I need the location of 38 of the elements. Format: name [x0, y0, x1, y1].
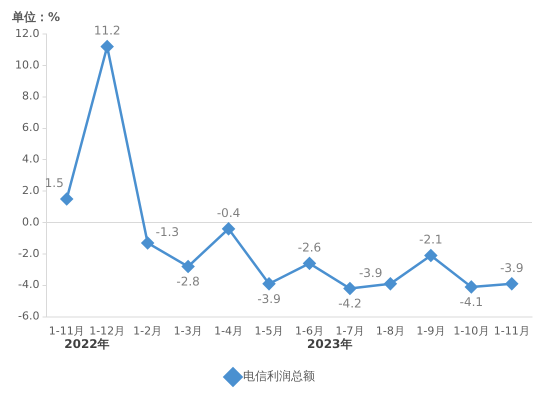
- text: 2022年: [64, 336, 110, 351]
- data-label: -3.9: [500, 260, 524, 275]
- y-tick-label: -2.0: [18, 246, 40, 260]
- y-tick-label: 2.0: [22, 184, 40, 197]
- x-tick-label: 1-12月: [89, 324, 126, 338]
- y-tick-label: 12.0: [14, 26, 40, 40]
- x-tick-label: 1-6月: [294, 324, 324, 338]
- x-tick-label: 1-3月: [174, 324, 203, 338]
- data-label: 11.2: [94, 24, 121, 38]
- y-tick-label: 8.0: [22, 90, 40, 103]
- y-tick-label: 6.0: [22, 121, 40, 134]
- x-tick-label: 1-10月: [453, 324, 490, 338]
- data-label: -3.9: [257, 292, 281, 306]
- data-label: -4.2: [338, 296, 362, 311]
- data-label: -3.9: [358, 266, 382, 280]
- data-label: -1.3: [156, 225, 180, 240]
- x-tick-label: 1-7月: [335, 324, 364, 338]
- y-tick-label: 10.0: [14, 58, 40, 72]
- legend-label: 电信利润总额: [243, 369, 315, 384]
- y-tick-label: 0.0: [22, 215, 40, 228]
- y-tick-label: -4.0: [18, 278, 40, 292]
- y-axis-title: 单位：%: [11, 10, 60, 24]
- y-tick-label: -6.0: [18, 310, 40, 323]
- y-tick-label: 4.0: [22, 152, 40, 166]
- data-label: -2.8: [176, 274, 200, 289]
- data-label: -0.4: [216, 206, 240, 220]
- data-label: 1.5: [44, 176, 64, 190]
- data-label: -4.1: [460, 295, 484, 310]
- x-tick-label: 1-5月: [254, 324, 284, 338]
- data-label: -2.6: [298, 240, 322, 255]
- x-tick-label: 1-8月: [376, 324, 405, 338]
- text: 2023年: [307, 336, 352, 351]
- data-label: -2.1: [419, 232, 443, 247]
- x-tick-label: 1-11月: [494, 324, 530, 338]
- x-tick-label: 1-4月: [214, 324, 244, 338]
- x-tick-label: 1-2月: [133, 324, 162, 338]
- x-tick-label: 1-9月: [416, 324, 446, 338]
- x-tick-label: 1-11月: [48, 324, 85, 338]
